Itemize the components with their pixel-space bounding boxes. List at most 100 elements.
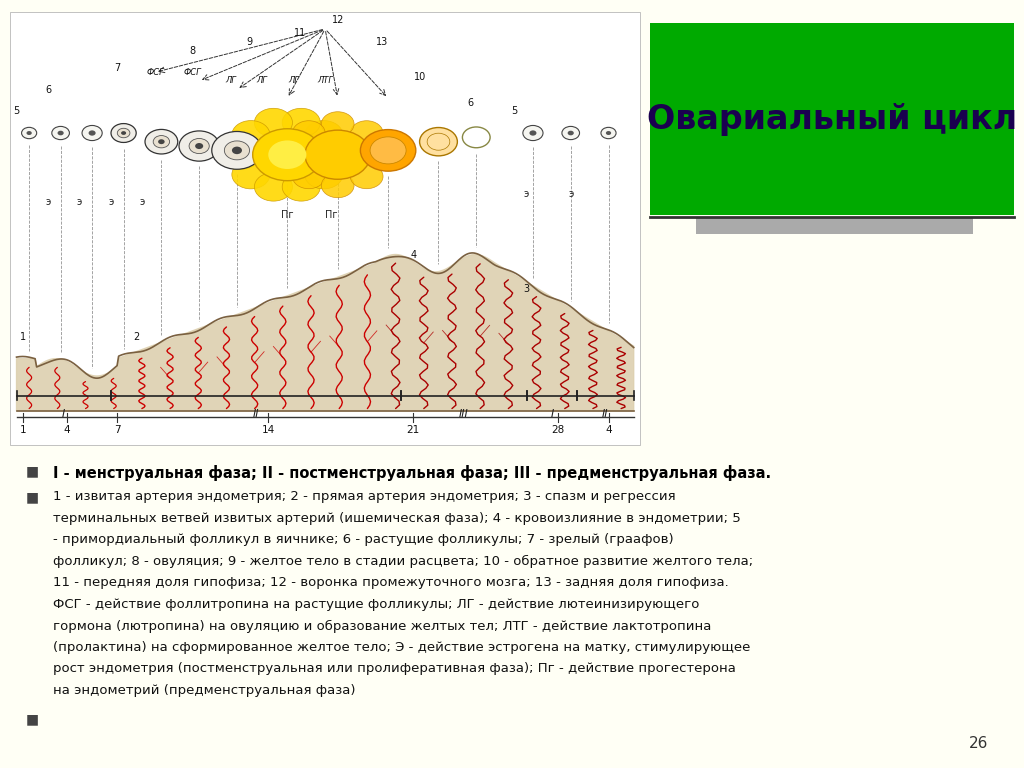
Circle shape xyxy=(360,130,416,171)
Circle shape xyxy=(420,127,458,156)
Text: рост эндометрия (постменструальная или пролиферативная фаза); Пг - действие прог: рост эндометрия (постменструальная или п… xyxy=(53,663,736,676)
Circle shape xyxy=(57,131,63,135)
Circle shape xyxy=(253,129,322,180)
Text: 4: 4 xyxy=(63,425,71,435)
Circle shape xyxy=(89,131,95,136)
Circle shape xyxy=(305,121,343,149)
Text: э: э xyxy=(524,189,529,199)
FancyBboxPatch shape xyxy=(650,23,1014,215)
Text: Овариальный цикл: Овариальный цикл xyxy=(647,103,1017,135)
Circle shape xyxy=(196,143,203,149)
Circle shape xyxy=(567,131,573,135)
Text: - примордиальный фолликул в яичнике; 6 - растущие фолликулы; 7 - зрелый (граафов: - примордиальный фолликул в яичнике; 6 -… xyxy=(53,534,674,547)
Circle shape xyxy=(179,131,219,161)
Text: гормона (лютропина) на овуляцию и образование желтых тел; ЛТГ - действие лактотр: гормона (лютропина) на овуляцию и образо… xyxy=(53,620,712,633)
Text: (пролактина) на сформированное желтое тело; Э - действие эстрогена на матку, сти: (пролактина) на сформированное желтое те… xyxy=(53,641,751,654)
Text: 8: 8 xyxy=(189,45,196,55)
Circle shape xyxy=(22,127,37,139)
Circle shape xyxy=(231,161,270,189)
Circle shape xyxy=(254,173,293,201)
Circle shape xyxy=(350,164,383,189)
Text: I: I xyxy=(550,409,553,419)
Text: 1: 1 xyxy=(19,332,26,342)
Text: э: э xyxy=(109,197,114,207)
Text: 5: 5 xyxy=(13,106,19,116)
Circle shape xyxy=(350,121,383,145)
Text: 5: 5 xyxy=(511,106,517,116)
Circle shape xyxy=(293,121,326,145)
Circle shape xyxy=(111,124,136,143)
Circle shape xyxy=(212,131,262,169)
Circle shape xyxy=(231,147,242,154)
Circle shape xyxy=(529,131,537,136)
Circle shape xyxy=(601,127,616,139)
Text: II: II xyxy=(602,409,608,419)
Circle shape xyxy=(189,138,209,154)
Text: 12: 12 xyxy=(332,15,344,25)
Polygon shape xyxy=(16,254,634,411)
Text: I - менструальная фаза; II - постменструальная фаза; III - предменструальная фаз: I - менструальная фаза; II - постменстру… xyxy=(53,465,771,481)
Text: 13: 13 xyxy=(376,37,388,47)
Circle shape xyxy=(254,108,293,137)
Text: э: э xyxy=(140,197,145,207)
Text: 11: 11 xyxy=(294,28,306,38)
Text: э: э xyxy=(45,197,51,207)
Circle shape xyxy=(118,128,130,137)
Text: 2: 2 xyxy=(133,332,139,342)
Circle shape xyxy=(223,141,261,169)
Circle shape xyxy=(52,127,70,140)
Text: Пг: Пг xyxy=(281,210,294,220)
Text: э: э xyxy=(568,189,573,199)
Text: фолликул; 8 - овуляция; 9 - желтое тело в стадии расцвета; 10 - обратное развити: фолликул; 8 - овуляция; 9 - желтое тело … xyxy=(53,555,754,568)
Text: 26: 26 xyxy=(969,736,988,751)
Text: ■: ■ xyxy=(26,465,39,478)
Circle shape xyxy=(268,141,306,169)
Text: II: II xyxy=(253,409,259,419)
Text: ФСГ - действие фоллитропина на растущие фолликулы; ЛГ - действие лютеинизирующег: ФСГ - действие фоллитропина на растущие … xyxy=(53,598,699,611)
Text: 4: 4 xyxy=(411,250,417,260)
Text: 21: 21 xyxy=(407,425,420,435)
Text: I: I xyxy=(62,409,66,419)
Circle shape xyxy=(281,142,313,167)
Text: 1 - извитая артерия эндометрия; 2 - прямая артерия эндометрия; 3 - спазм и регре: 1 - извитая артерия эндометрия; 2 - прям… xyxy=(53,491,676,504)
Text: 1: 1 xyxy=(19,425,27,435)
Circle shape xyxy=(322,173,354,197)
Circle shape xyxy=(305,161,343,189)
Circle shape xyxy=(370,137,407,164)
Text: 7: 7 xyxy=(114,63,121,73)
Text: III: III xyxy=(459,409,469,419)
Text: ФСГ: ФСГ xyxy=(184,68,202,77)
Text: 10: 10 xyxy=(414,71,426,81)
Text: 11 - передняя доля гипофиза; 12 - воронка промежуточного мозга; 13 - задняя доля: 11 - передняя доля гипофиза; 12 - воронк… xyxy=(53,577,729,590)
Text: ■: ■ xyxy=(26,712,39,726)
Circle shape xyxy=(293,164,326,189)
Text: э: э xyxy=(77,197,82,207)
FancyBboxPatch shape xyxy=(10,12,640,445)
Text: 6: 6 xyxy=(467,98,473,108)
Text: ЛГ: ЛГ xyxy=(225,77,237,85)
Text: на эндометрий (предменструальная фаза): на эндометрий (предменструальная фаза) xyxy=(53,684,355,697)
Circle shape xyxy=(283,173,321,201)
Circle shape xyxy=(523,125,543,141)
Text: ЛГ: ЛГ xyxy=(257,77,267,85)
Text: ЛТГ: ЛТГ xyxy=(317,77,333,85)
Circle shape xyxy=(145,130,178,154)
Circle shape xyxy=(362,142,395,167)
Circle shape xyxy=(313,141,351,169)
Circle shape xyxy=(562,127,580,140)
Circle shape xyxy=(27,131,32,135)
Text: Пг: Пг xyxy=(326,210,338,220)
Circle shape xyxy=(322,111,354,136)
Text: 4: 4 xyxy=(605,425,611,435)
Circle shape xyxy=(231,121,270,149)
FancyBboxPatch shape xyxy=(696,217,973,234)
Circle shape xyxy=(158,139,165,144)
Circle shape xyxy=(82,125,102,141)
Text: 14: 14 xyxy=(262,425,275,435)
Text: 6: 6 xyxy=(45,84,51,94)
Circle shape xyxy=(121,131,126,135)
Circle shape xyxy=(606,131,611,135)
Circle shape xyxy=(283,108,321,137)
Text: ЛГ: ЛГ xyxy=(288,77,299,85)
Text: 9: 9 xyxy=(247,37,253,47)
